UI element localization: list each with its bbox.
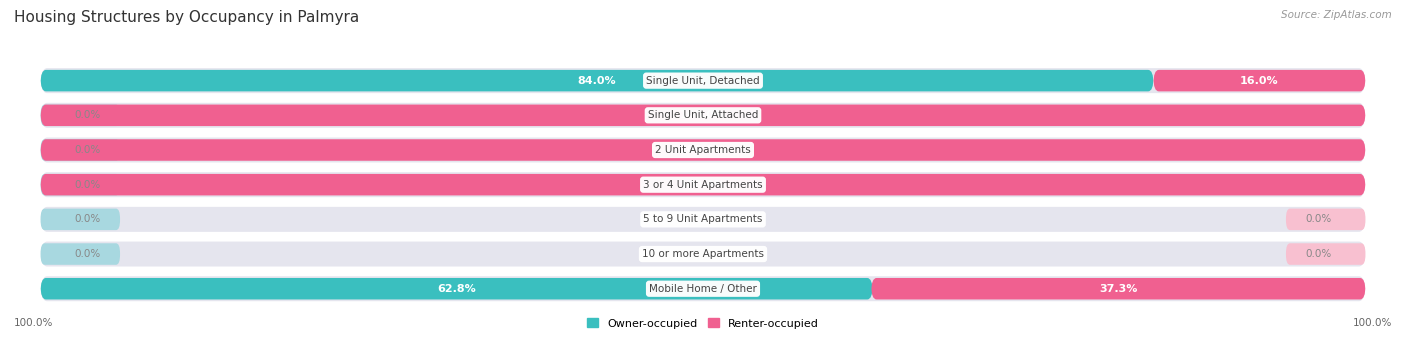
Text: 37.3%: 37.3% (1099, 284, 1137, 294)
Text: 100.0%: 100.0% (681, 110, 725, 120)
Text: 0.0%: 0.0% (1306, 214, 1331, 224)
Text: 3 or 4 Unit Apartments: 3 or 4 Unit Apartments (643, 180, 763, 190)
Text: 100.0%: 100.0% (1353, 318, 1392, 328)
Text: 2 Unit Apartments: 2 Unit Apartments (655, 145, 751, 155)
FancyBboxPatch shape (41, 209, 120, 230)
Text: Source: ZipAtlas.com: Source: ZipAtlas.com (1281, 10, 1392, 20)
Text: 100.0%: 100.0% (681, 145, 725, 155)
Text: 0.0%: 0.0% (75, 249, 100, 259)
Text: 5 to 9 Unit Apartments: 5 to 9 Unit Apartments (644, 214, 762, 224)
Text: 84.0%: 84.0% (578, 76, 616, 86)
FancyBboxPatch shape (41, 105, 120, 126)
Text: 0.0%: 0.0% (75, 214, 100, 224)
Text: Single Unit, Detached: Single Unit, Detached (647, 76, 759, 86)
Text: Mobile Home / Other: Mobile Home / Other (650, 284, 756, 294)
Text: Single Unit, Attached: Single Unit, Attached (648, 110, 758, 120)
Text: 0.0%: 0.0% (75, 110, 100, 120)
FancyBboxPatch shape (41, 207, 1365, 232)
FancyBboxPatch shape (1286, 209, 1365, 230)
Text: 0.0%: 0.0% (75, 145, 100, 155)
FancyBboxPatch shape (41, 139, 120, 161)
FancyBboxPatch shape (41, 174, 120, 195)
FancyBboxPatch shape (41, 70, 1153, 91)
Legend: Owner-occupied, Renter-occupied: Owner-occupied, Renter-occupied (582, 314, 824, 333)
Text: 0.0%: 0.0% (1306, 249, 1331, 259)
Text: Housing Structures by Occupancy in Palmyra: Housing Structures by Occupancy in Palmy… (14, 10, 360, 25)
FancyBboxPatch shape (1153, 70, 1365, 91)
FancyBboxPatch shape (41, 137, 1365, 162)
Text: 0.0%: 0.0% (75, 180, 100, 190)
FancyBboxPatch shape (41, 243, 120, 265)
Text: 10 or more Apartments: 10 or more Apartments (643, 249, 763, 259)
FancyBboxPatch shape (41, 139, 1365, 161)
FancyBboxPatch shape (41, 103, 1365, 128)
FancyBboxPatch shape (41, 172, 1365, 197)
Text: 16.0%: 16.0% (1240, 76, 1279, 86)
Text: 62.8%: 62.8% (437, 284, 477, 294)
FancyBboxPatch shape (41, 174, 1365, 195)
FancyBboxPatch shape (41, 276, 1365, 301)
Text: 100.0%: 100.0% (14, 318, 53, 328)
FancyBboxPatch shape (872, 278, 1365, 300)
FancyBboxPatch shape (1286, 243, 1365, 265)
FancyBboxPatch shape (41, 68, 1365, 93)
FancyBboxPatch shape (41, 241, 1365, 266)
Text: 100.0%: 100.0% (681, 180, 725, 190)
FancyBboxPatch shape (41, 105, 1365, 126)
FancyBboxPatch shape (41, 278, 873, 300)
